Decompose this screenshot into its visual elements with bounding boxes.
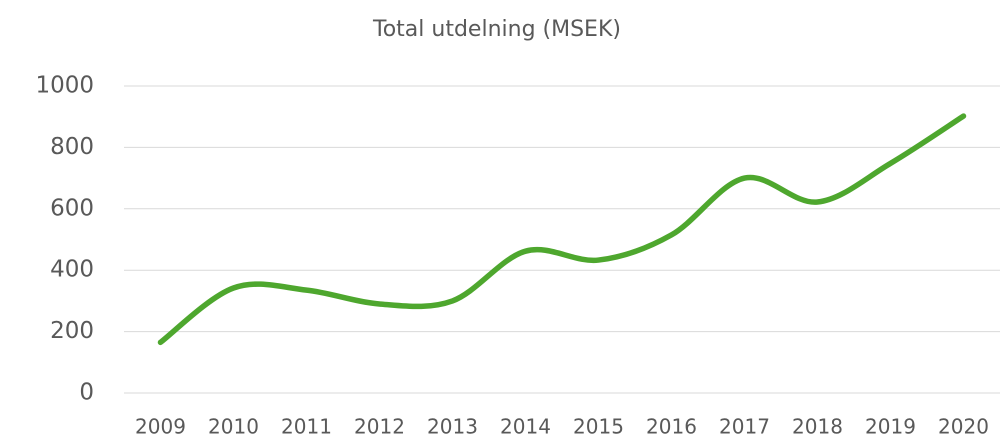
x-tick-label: 2009 [135,415,186,439]
chart-title: Total utdelning (MSEK) [372,17,621,42]
x-tick-label: 2013 [427,415,478,439]
y-tick-label: 800 [50,134,94,160]
data-line [157,113,967,346]
x-tick-label: 2020 [938,415,989,439]
y-tick-label: 400 [50,257,94,283]
y-tick-label: 1000 [35,73,94,99]
x-tick-label: 2012 [354,415,405,439]
x-tick-label: 2015 [573,415,624,439]
x-tick-label: 2010 [208,415,259,439]
y-tick-label: 600 [50,195,94,221]
x-tick-label: 2014 [500,415,551,439]
x-tick-label: 2018 [792,415,843,439]
y-tick-label: 200 [50,318,94,344]
x-tick-label: 2019 [865,415,916,439]
y-tick-label: 0 [79,380,94,406]
x-tick-label: 2016 [646,415,697,439]
x-tick-label: 2011 [281,415,332,439]
x-tick-label: 2017 [719,415,770,439]
